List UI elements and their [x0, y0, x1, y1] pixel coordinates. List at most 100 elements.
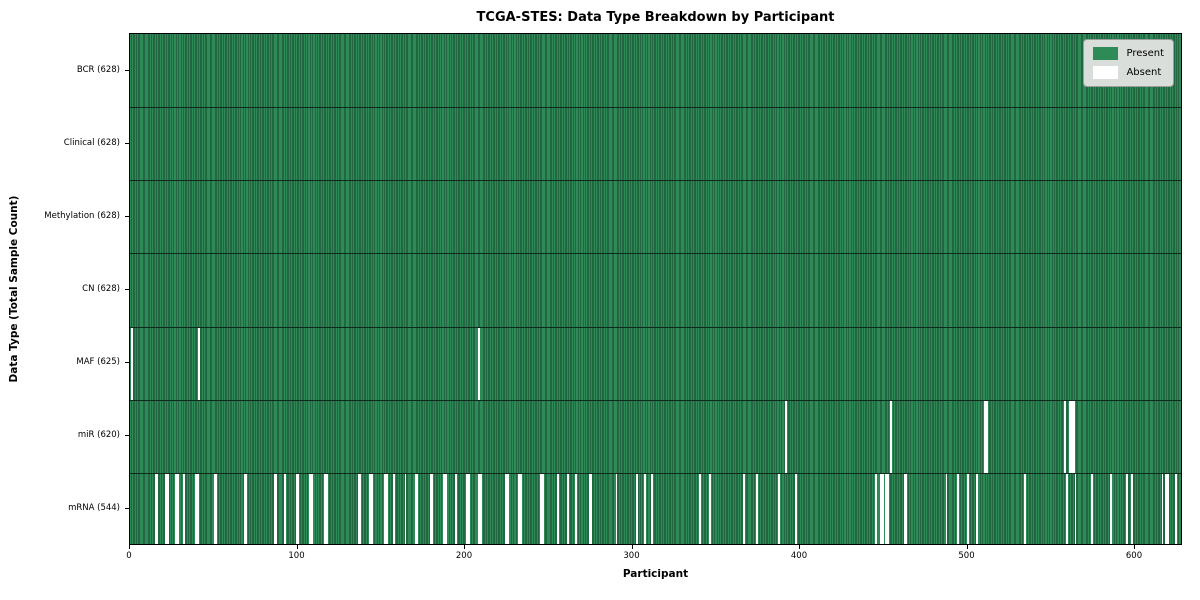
x-tick-label: 100	[288, 551, 305, 561]
legend-present-label: Present	[1126, 48, 1164, 59]
absent-stripe	[1091, 472, 1094, 544]
absent-stripe	[243, 472, 246, 544]
y-tick-label: CN (628)	[82, 284, 120, 294]
legend-item-absent: Absent	[1093, 66, 1164, 79]
absent-stripe	[566, 472, 569, 544]
absent-stripe	[890, 399, 893, 473]
absent-stripe	[885, 472, 888, 544]
y-tick-mark	[125, 362, 129, 364]
absent-stripe	[1024, 472, 1027, 544]
absent-stripe	[384, 472, 387, 544]
absent-stripe	[784, 399, 787, 473]
y-tick-label: mRNA (544)	[68, 503, 120, 514]
x-tick-label: 300	[623, 551, 640, 561]
absent-stripe	[905, 472, 908, 544]
absent-stripe	[709, 472, 712, 544]
absent-stripe	[886, 472, 889, 544]
absent-stripe	[903, 472, 906, 544]
absent-stripe	[175, 472, 177, 544]
absent-stripe	[644, 472, 646, 544]
row-separator	[130, 472, 1181, 474]
row-cn	[130, 253, 1181, 327]
absent-stripe	[273, 472, 276, 544]
absent-stripe	[275, 472, 278, 544]
y-tick-mark	[125, 289, 129, 290]
absent-stripe	[198, 326, 201, 400]
absent-stripe	[369, 472, 372, 544]
x-tick-label: 400	[790, 551, 808, 561]
absent-stripe	[295, 472, 298, 544]
absent-stripe	[404, 472, 407, 544]
absent-stripe	[310, 472, 313, 544]
absent-stripe	[164, 472, 167, 544]
absent-stripe	[176, 472, 179, 544]
absent-stripe	[957, 472, 960, 544]
absent-stripe	[154, 472, 157, 544]
absent-stripe	[213, 472, 216, 544]
x-tick-mark	[129, 545, 130, 549]
absent-stripe	[556, 472, 559, 544]
legend-item-present: Present	[1093, 47, 1164, 60]
y-tick-mark	[125, 142, 129, 144]
y-tick-label: BCR (628)	[76, 64, 120, 75]
y-tick-label: Clinical (628)	[63, 137, 120, 148]
absent-stripe	[478, 326, 481, 400]
absent-stripe	[283, 472, 286, 544]
absent-stripe	[297, 472, 300, 544]
row-clinical	[130, 107, 1181, 181]
absent-stripe	[325, 472, 328, 544]
absent-stripe	[245, 472, 248, 544]
x-tick-mark	[799, 545, 800, 549]
x-tick-mark	[631, 545, 633, 549]
plot-area: Present Absent	[129, 33, 1182, 545]
absent-stripe	[443, 472, 445, 544]
absent-stripe	[359, 472, 362, 544]
absent-stripe	[1164, 472, 1167, 544]
absent-stripe	[520, 472, 522, 544]
absent-stripe	[1175, 472, 1177, 544]
row-separator	[130, 253, 1181, 255]
row-separator	[130, 180, 1181, 182]
x-tick-label: 200	[455, 551, 473, 561]
absent-stripe	[742, 472, 745, 544]
absent-stripe	[875, 472, 878, 544]
absent-stripe	[416, 472, 419, 544]
absent-swatch-icon	[1093, 66, 1119, 79]
row-methylation	[130, 180, 1181, 254]
absent-stripe	[975, 472, 978, 544]
absent-stripe	[984, 399, 986, 473]
absent-stripe	[468, 472, 471, 544]
absent-stripe	[215, 472, 218, 544]
absent-stripe	[479, 472, 482, 544]
y-tick-label: miR (620)	[77, 430, 120, 441]
absent-stripe	[1161, 472, 1164, 544]
absent-stripe	[1166, 472, 1169, 544]
absent-stripe	[699, 472, 702, 544]
absent-stripe	[1126, 472, 1129, 544]
absent-stripe	[131, 326, 134, 400]
row-maf	[130, 326, 1181, 400]
absent-stripe	[431, 472, 434, 544]
x-tick-mark	[1134, 545, 1135, 549]
legend: Present Absent	[1083, 39, 1174, 87]
absent-stripe	[518, 472, 521, 544]
absent-stripe	[575, 472, 578, 544]
row-separator	[130, 399, 1181, 401]
absent-stripe	[386, 472, 388, 544]
absent-stripe	[540, 472, 543, 544]
absent-stripe	[196, 472, 199, 544]
x-axis-label: Participant	[622, 568, 689, 580]
legend-absent-label: Absent	[1126, 67, 1162, 78]
absent-stripe	[392, 472, 395, 544]
absent-stripe	[1072, 399, 1075, 473]
absent-stripe	[1109, 472, 1112, 544]
row-mrna	[130, 472, 1181, 544]
absent-stripe	[1069, 399, 1072, 473]
y-tick-mark	[125, 435, 129, 437]
x-tick-mark	[296, 545, 298, 549]
absent-stripe	[414, 472, 417, 544]
x-tick-label: 500	[958, 551, 975, 561]
row-separator	[130, 326, 1181, 328]
absent-stripe	[1131, 472, 1134, 544]
